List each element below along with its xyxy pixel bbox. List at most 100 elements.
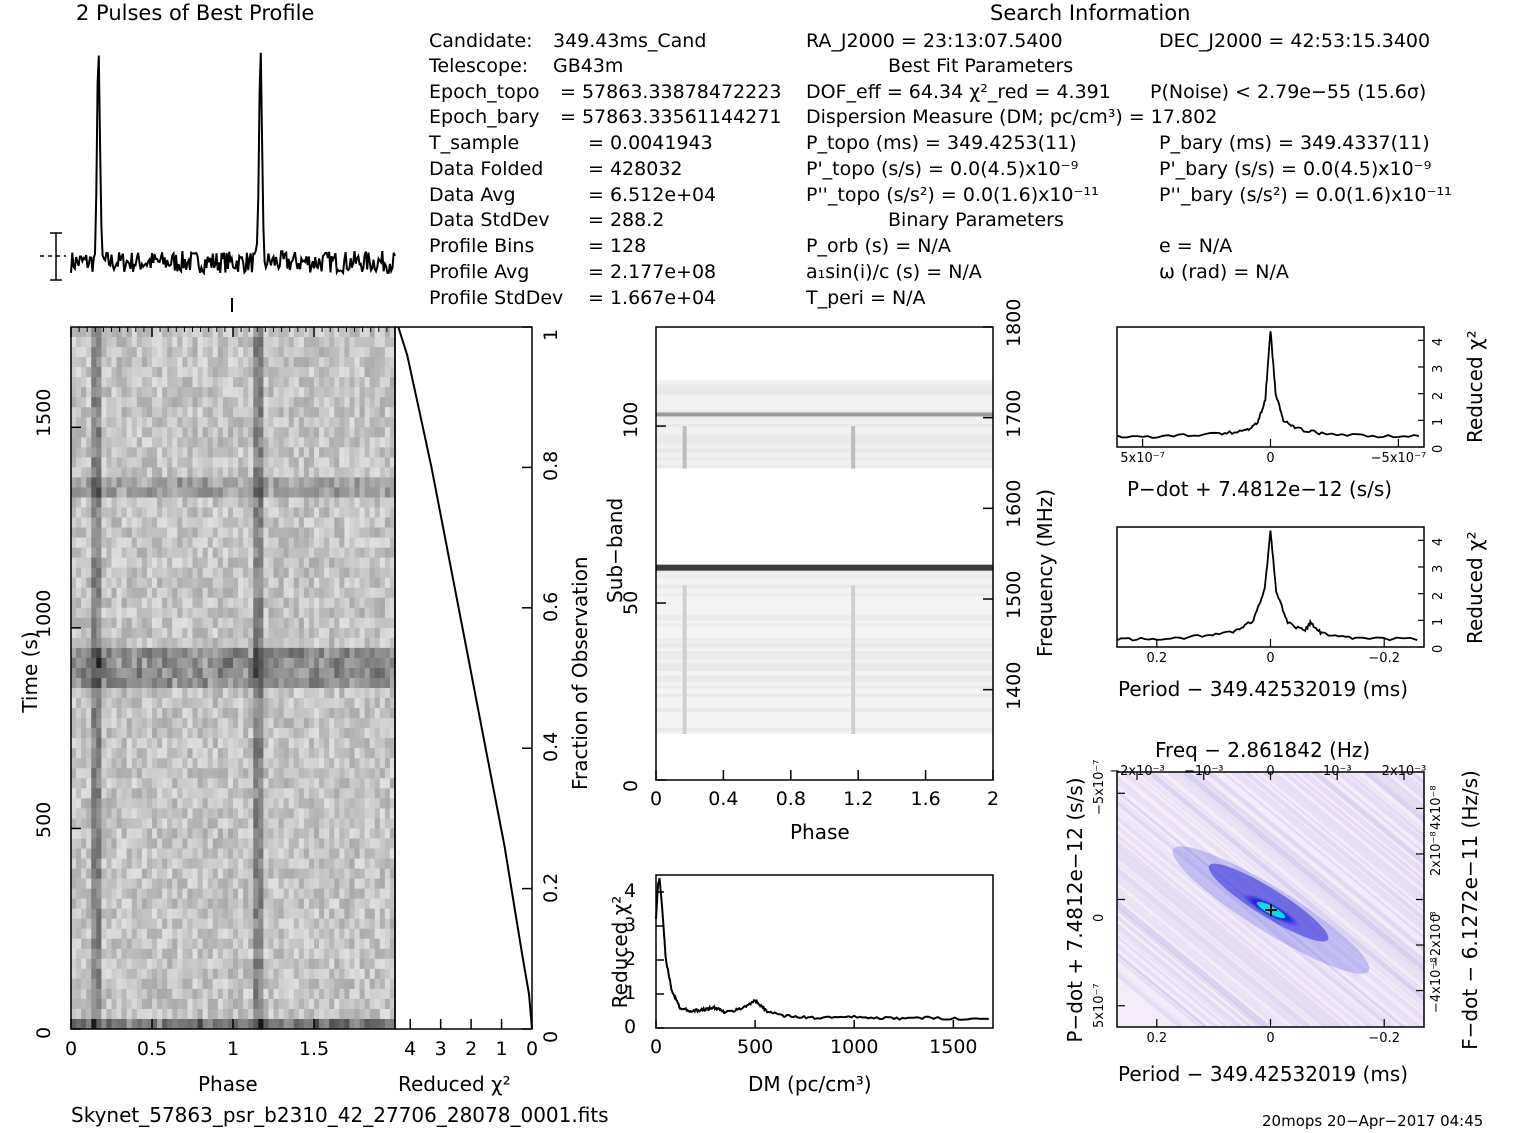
time-phase-cell: [314, 357, 320, 368]
time-phase-cell: [172, 958, 178, 970]
pp-fdot-tick-label: 2x10⁻⁸: [1429, 831, 1444, 876]
time-phase-cell: [308, 998, 315, 1010]
time-phase-cell: [136, 637, 143, 649]
time-phase-cell: [248, 798, 254, 809]
time-phase-cell: [268, 537, 274, 549]
time-phase-cell: [212, 367, 219, 378]
time-phase-cell: [349, 958, 355, 970]
time-phase-cell: [258, 748, 264, 759]
time-phase-cell: [288, 507, 295, 518]
time-phase-cell: [212, 417, 219, 428]
time-phase-cell: [364, 417, 371, 428]
time-phase-cell: [86, 507, 92, 518]
time-phase-cell: [344, 768, 350, 779]
time-phase-cell: [389, 337, 396, 348]
time-phase-cell: [324, 698, 330, 709]
time-phase-cell: [339, 457, 345, 468]
time-phase-cell: [238, 327, 244, 338]
time-phase-cell: [344, 798, 350, 809]
time-phase-cell: [91, 938, 97, 950]
time-phase-cell: [253, 868, 259, 879]
time-phase-cell: [303, 998, 310, 1010]
time-phase-cell: [344, 407, 350, 418]
time-phase-cell: [248, 407, 254, 418]
time-phase-cell: [96, 738, 102, 749]
time-phase-cell: [182, 858, 188, 869]
time-phase-cell: [111, 427, 117, 438]
time-phase-cell: [389, 868, 396, 879]
subband-phase-tick-label: 0: [649, 788, 663, 810]
time-phase-cell: [101, 798, 107, 809]
redchi-tick-label: 4: [404, 1038, 417, 1060]
time-phase-cell: [324, 798, 330, 809]
time-phase-cell: [324, 748, 330, 759]
time-phase-cell: [263, 918, 269, 930]
time-phase-cell: [106, 487, 112, 498]
time-phase-cell: [263, 848, 269, 859]
time-phase-cell: [192, 327, 198, 338]
time-phase-cell: [379, 547, 386, 559]
time-phase-cell: [227, 898, 234, 910]
time-phase-cell: [121, 487, 128, 498]
time-phase-cell: [359, 467, 366, 478]
time-phase-cell: [172, 968, 178, 980]
chi-small-tick-label: 1: [1431, 418, 1446, 427]
time-phase-cell: [157, 708, 163, 719]
time-phase-cell: [324, 407, 330, 418]
time-phase-cell: [339, 698, 345, 709]
time-phase-cell: [364, 567, 371, 579]
time-phase-cell: [329, 377, 335, 388]
time-phase-cell: [354, 397, 360, 408]
time-phase-cell: [167, 627, 173, 639]
time-phase-cell: [101, 908, 107, 920]
time-phase-cell: [86, 988, 92, 1000]
time-phase-cell: [76, 527, 82, 538]
time-phase-cell: [233, 617, 239, 629]
time-phase-cell: [308, 667, 315, 679]
time-phase-cell: [273, 547, 279, 559]
time-phase-cell: [273, 667, 279, 679]
fraction-axis-label: Fraction of Observation: [568, 556, 592, 790]
time-phase-cell: [106, 928, 112, 940]
time-phase-cell: [222, 978, 229, 990]
time-phase-cell: [283, 497, 290, 508]
time-phase-cell: [349, 577, 355, 589]
time-phase-cell: [212, 908, 219, 920]
time-phase-cell: [288, 667, 295, 679]
time-phase-cell: [197, 1008, 204, 1020]
time-phase-cell: [162, 958, 168, 970]
time-phase-cell: [389, 517, 396, 528]
time-phase-cell: [248, 327, 254, 338]
time-phase-cell: [349, 487, 355, 498]
time-phase-cell: [349, 627, 355, 639]
time-phase-cell: [339, 507, 345, 518]
time-phase-cell: [344, 417, 350, 428]
time-phase-cell: [126, 547, 133, 559]
time-phase-cell: [146, 387, 153, 398]
time-phase-cell: [369, 1008, 376, 1020]
time-phase-cell: [354, 928, 360, 940]
time-phase-cell: [91, 467, 97, 478]
time-phase-cell: [91, 838, 97, 849]
time-phase-cell: [369, 607, 376, 619]
time-phase-cell: [177, 1018, 183, 1030]
time-phase-cell: [288, 1018, 295, 1030]
time-phase-cell: [238, 477, 244, 488]
time-phase-cell: [379, 377, 386, 388]
pp-freq-tick-label: 2x10⁻³: [1381, 764, 1427, 779]
time-phase-cell: [207, 347, 214, 358]
time-phase-cell: [111, 698, 117, 709]
time-phase-cell: [182, 998, 188, 1010]
time-phase-cell: [278, 758, 285, 769]
time-phase-cell: [116, 447, 123, 458]
time-phase-cell: [233, 627, 239, 639]
time-phase-cell: [359, 387, 366, 398]
time-phase-cell: [248, 357, 254, 368]
time-phase-cell: [182, 377, 188, 388]
time-phase-cell: [116, 577, 123, 589]
time-phase-cell: [197, 978, 204, 990]
time-phase-cell: [233, 778, 239, 789]
time-phase-cell: [243, 688, 249, 699]
time-phase-cell: [243, 627, 249, 639]
time-phase-cell: [106, 367, 112, 378]
